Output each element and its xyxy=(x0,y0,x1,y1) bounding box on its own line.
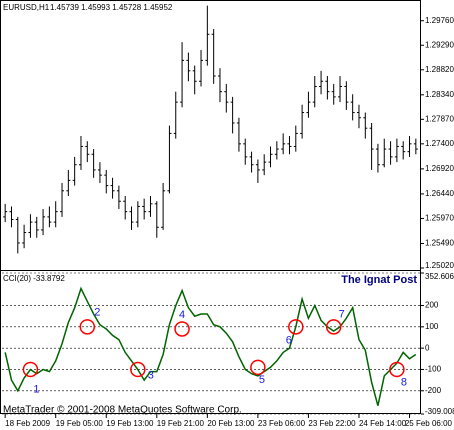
frame xyxy=(0,0,421,414)
y-tick-label: 1.27870 xyxy=(425,114,454,123)
x-tick-label: 23 Feb 22:00 xyxy=(308,419,356,428)
x-tick-label: 24 Feb 14:00 xyxy=(359,419,407,428)
annotation-circle xyxy=(174,321,190,337)
y-tick-label: 1.28820 xyxy=(425,65,454,74)
annotation-label: 1 xyxy=(33,383,39,395)
x-tick-label: 25 Feb 06:00 xyxy=(405,419,453,428)
y-tick-label: 1.29290 xyxy=(425,40,454,49)
x-tick-label: 23 Feb 06:00 xyxy=(258,419,306,428)
y-tick-label: 100 xyxy=(425,322,439,331)
y-tick-label: 352.6065 xyxy=(425,272,454,281)
annotation-circle xyxy=(250,359,266,376)
indicator-title: CCI(20) -33.8792 xyxy=(3,274,65,283)
y-tick-label: 1.25490 xyxy=(425,239,454,248)
x-tick-label: 19 Feb 05:00 xyxy=(56,419,104,428)
y-tick-label: -100 xyxy=(425,365,442,374)
x-tick-label: 19 Feb 13:00 xyxy=(106,419,154,428)
annotation-label: 8 xyxy=(401,376,407,388)
annotation-circle xyxy=(22,361,39,378)
y-tick-label: 1.26440 xyxy=(425,189,454,198)
annotation-label: 2 xyxy=(94,307,100,319)
cci-line xyxy=(4,286,417,406)
y-tick-label: 1.29760 xyxy=(425,16,454,25)
y-tick-label: 0 xyxy=(425,343,430,352)
annotation-label: 3 xyxy=(148,369,154,381)
y-tick-label: 1.25970 xyxy=(425,214,454,223)
annotation-label: 5 xyxy=(259,374,265,386)
y-tick-label: 1.28340 xyxy=(425,90,454,99)
y-tick-label: 1.25020 xyxy=(425,261,454,270)
x-tick-label: 18 Feb 2009 xyxy=(5,419,50,428)
annotation-label: 6 xyxy=(286,335,292,347)
footer: MetaTrader © 2001-2008 MetaQuotes Softwa… xyxy=(3,405,242,416)
annotation-circle xyxy=(130,361,146,378)
y-tick-label: -200 xyxy=(425,386,442,395)
x-tick-label: 20 Feb 13:00 xyxy=(207,419,255,428)
annotation-label: 7 xyxy=(339,309,345,321)
annotation-circle xyxy=(79,319,96,335)
y-tick-label: 1.27400 xyxy=(425,139,454,148)
x-tick-label: 19 Feb 21:00 xyxy=(157,419,205,428)
indicator-subtitle: The Ignat Post xyxy=(341,274,417,286)
annotation-circle xyxy=(288,319,304,335)
y-tick-label: 1.26920 xyxy=(425,164,454,173)
annotation-circle xyxy=(389,361,405,378)
chart-title: EURUSD,H1 xyxy=(3,3,50,12)
annotation-circle xyxy=(325,319,342,335)
chart-subtitle: 1.45739 1.45993 1.45728 1.45952 xyxy=(50,3,173,12)
y-tick-label: -309.0089 xyxy=(425,407,454,416)
y-tick-label: 200 xyxy=(425,301,439,310)
annotation-label: 4 xyxy=(179,309,185,321)
